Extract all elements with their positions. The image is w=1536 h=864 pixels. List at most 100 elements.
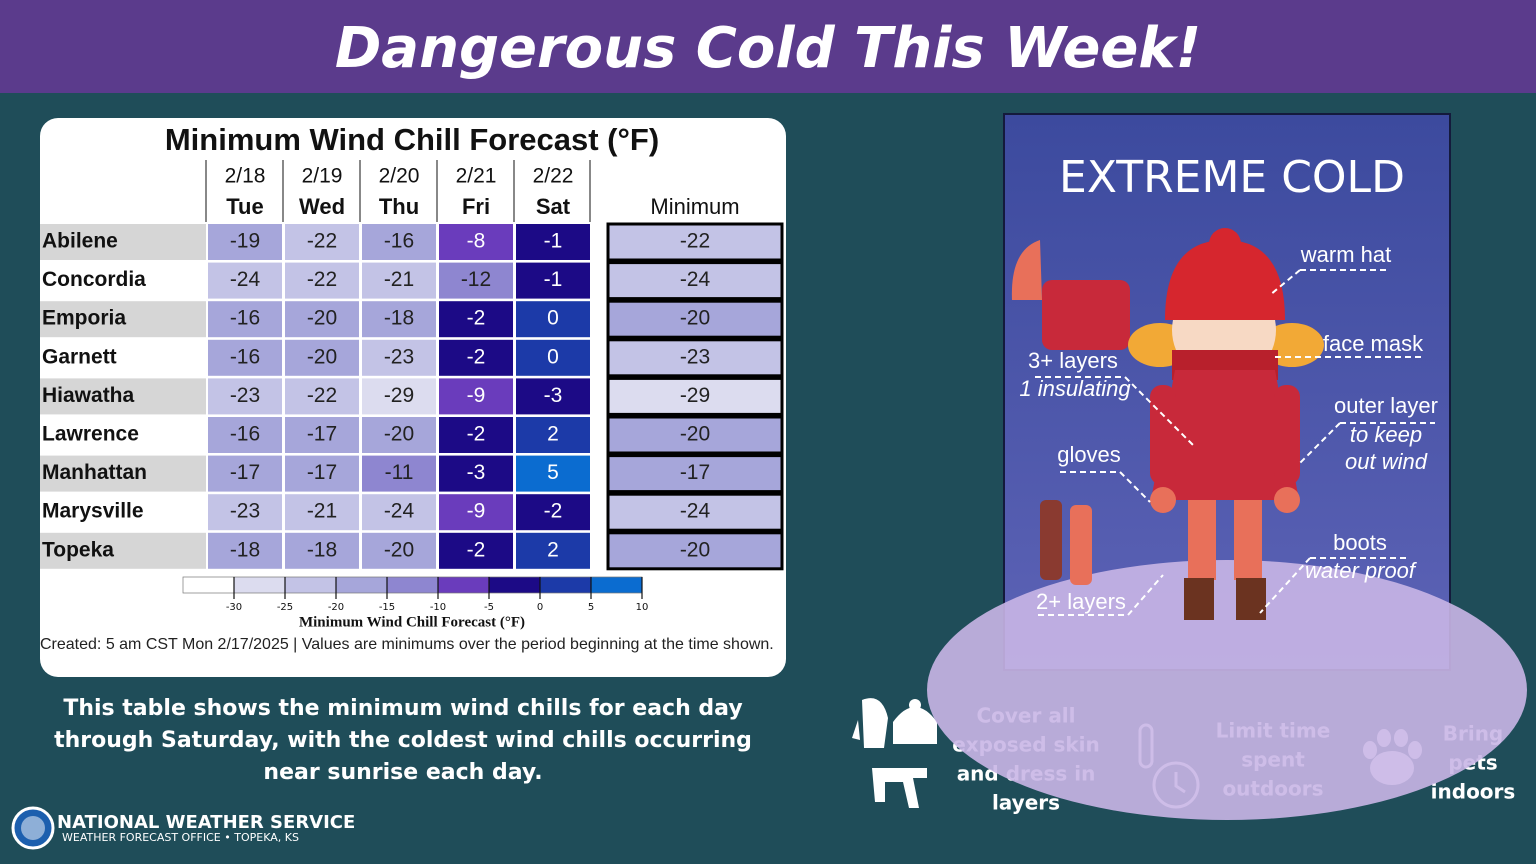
cell-bg — [362, 455, 436, 492]
cell-bg — [208, 532, 282, 569]
cell-value: -19 — [230, 230, 260, 253]
cell-bg — [362, 224, 436, 260]
poster-label: boots — [1333, 530, 1387, 555]
cell-bg — [285, 224, 359, 260]
date-header: 2/22 — [533, 165, 574, 188]
min-cell-bg — [606, 299, 784, 339]
poster-title: EXTREME COLD — [1059, 152, 1405, 203]
cell-value: -20 — [307, 345, 337, 368]
cell-value: -23 — [230, 384, 260, 407]
cell-value: -2 — [467, 538, 486, 561]
cell-bg — [208, 224, 282, 260]
cell-value: 2 — [547, 538, 559, 561]
cell-bg — [208, 455, 282, 492]
min-value: -29 — [680, 384, 710, 407]
cell-value: -20 — [384, 423, 414, 446]
poster-label: 1 insulating — [1019, 376, 1131, 401]
cell-bg — [362, 262, 436, 299]
city-name: Topeka — [42, 538, 114, 561]
cell-bg — [362, 417, 436, 453]
colorbar-segment — [182, 576, 235, 594]
caption-line: near sunrise each day. — [263, 760, 542, 785]
cell-bg — [208, 262, 282, 299]
cell-value: -3 — [467, 461, 486, 484]
cell-bg — [439, 532, 513, 569]
cell-value: 0 — [547, 345, 559, 368]
cell-value: -2 — [467, 345, 486, 368]
cell-value: -17 — [307, 423, 337, 446]
cell-bg — [208, 494, 282, 531]
poster-label: warm hat — [1300, 242, 1391, 267]
cell-value: -21 — [384, 268, 414, 291]
colorbar-tick-label: 10 — [636, 602, 649, 613]
colorbar-segment — [590, 576, 643, 594]
cell-bg — [362, 378, 436, 415]
date-header: 2/21 — [456, 165, 497, 188]
cell-value: -18 — [230, 538, 260, 561]
city-band — [40, 455, 206, 492]
day-header: Tue — [226, 194, 263, 219]
tip-text: indoors — [1431, 780, 1516, 804]
min-cell-bg — [606, 338, 784, 378]
cell-bg — [439, 494, 513, 531]
cell-value: 2 — [547, 423, 559, 446]
poster-label: face mask — [1323, 331, 1424, 356]
min-cell-bg — [606, 415, 784, 455]
cell-bg — [285, 455, 359, 492]
cell-value: -23 — [384, 345, 414, 368]
city-band — [40, 301, 206, 338]
min-cell-bg — [606, 531, 784, 571]
city-band — [40, 378, 206, 415]
colorbar-tick-label: -5 — [484, 602, 494, 613]
cell-bg — [439, 417, 513, 453]
cell-bg — [516, 301, 590, 338]
poster-label: water proof — [1305, 558, 1418, 583]
colorbar-tick-label: -25 — [277, 602, 293, 613]
poster-label: to keep — [1350, 422, 1422, 447]
min-value: -20 — [680, 423, 710, 446]
cell-bg — [516, 494, 590, 531]
cell-bg — [362, 532, 436, 569]
cell-value: 5 — [547, 461, 559, 484]
min-value: -23 — [680, 345, 710, 368]
poster-label: gloves — [1057, 442, 1121, 467]
cell-value: -2 — [467, 307, 486, 330]
cell-bg — [285, 339, 359, 376]
cell-value: -2 — [467, 423, 486, 446]
day-header: Fri — [462, 194, 490, 219]
caption-line: This table shows the minimum wind chills… — [63, 696, 742, 721]
cell-bg — [516, 224, 590, 260]
cell-bg — [516, 378, 590, 415]
cell-value: -21 — [307, 500, 337, 523]
colorbar-tick-label: 5 — [588, 602, 594, 613]
cell-value: -18 — [307, 538, 337, 561]
snow-hill — [927, 560, 1527, 820]
city-band — [40, 532, 206, 569]
city-name: Manhattan — [42, 461, 147, 484]
colorbar-tick-label: -30 — [226, 602, 242, 613]
colorbar-segment — [539, 576, 592, 594]
cell-bg — [285, 378, 359, 415]
icon-clothes — [852, 698, 937, 808]
min-value: -17 — [680, 461, 710, 484]
cell-bg — [285, 301, 359, 338]
city-name: Marysville — [42, 500, 144, 523]
logo-office: WEATHER FORECAST OFFICE • TOPEKA, KS — [62, 831, 299, 844]
header-title: Dangerous Cold This Week! — [335, 16, 1201, 81]
cell-value: -12 — [461, 268, 491, 291]
day-header: Wed — [299, 194, 345, 219]
cell-value: -18 — [384, 307, 414, 330]
cell-bg — [439, 455, 513, 492]
cell-bg — [439, 339, 513, 376]
cell-value: -1 — [544, 230, 563, 253]
min-cell-bg — [606, 222, 784, 262]
min-value: -24 — [680, 268, 711, 291]
colorbar-segment — [437, 576, 490, 594]
cell-value: -1 — [544, 268, 563, 291]
minimum-header: Minimum — [650, 194, 739, 219]
colorbar-segment — [488, 576, 541, 594]
cell-bg — [439, 224, 513, 260]
cell-bg — [208, 378, 282, 415]
cell-bg — [285, 417, 359, 453]
cell-value: -2 — [544, 500, 563, 523]
